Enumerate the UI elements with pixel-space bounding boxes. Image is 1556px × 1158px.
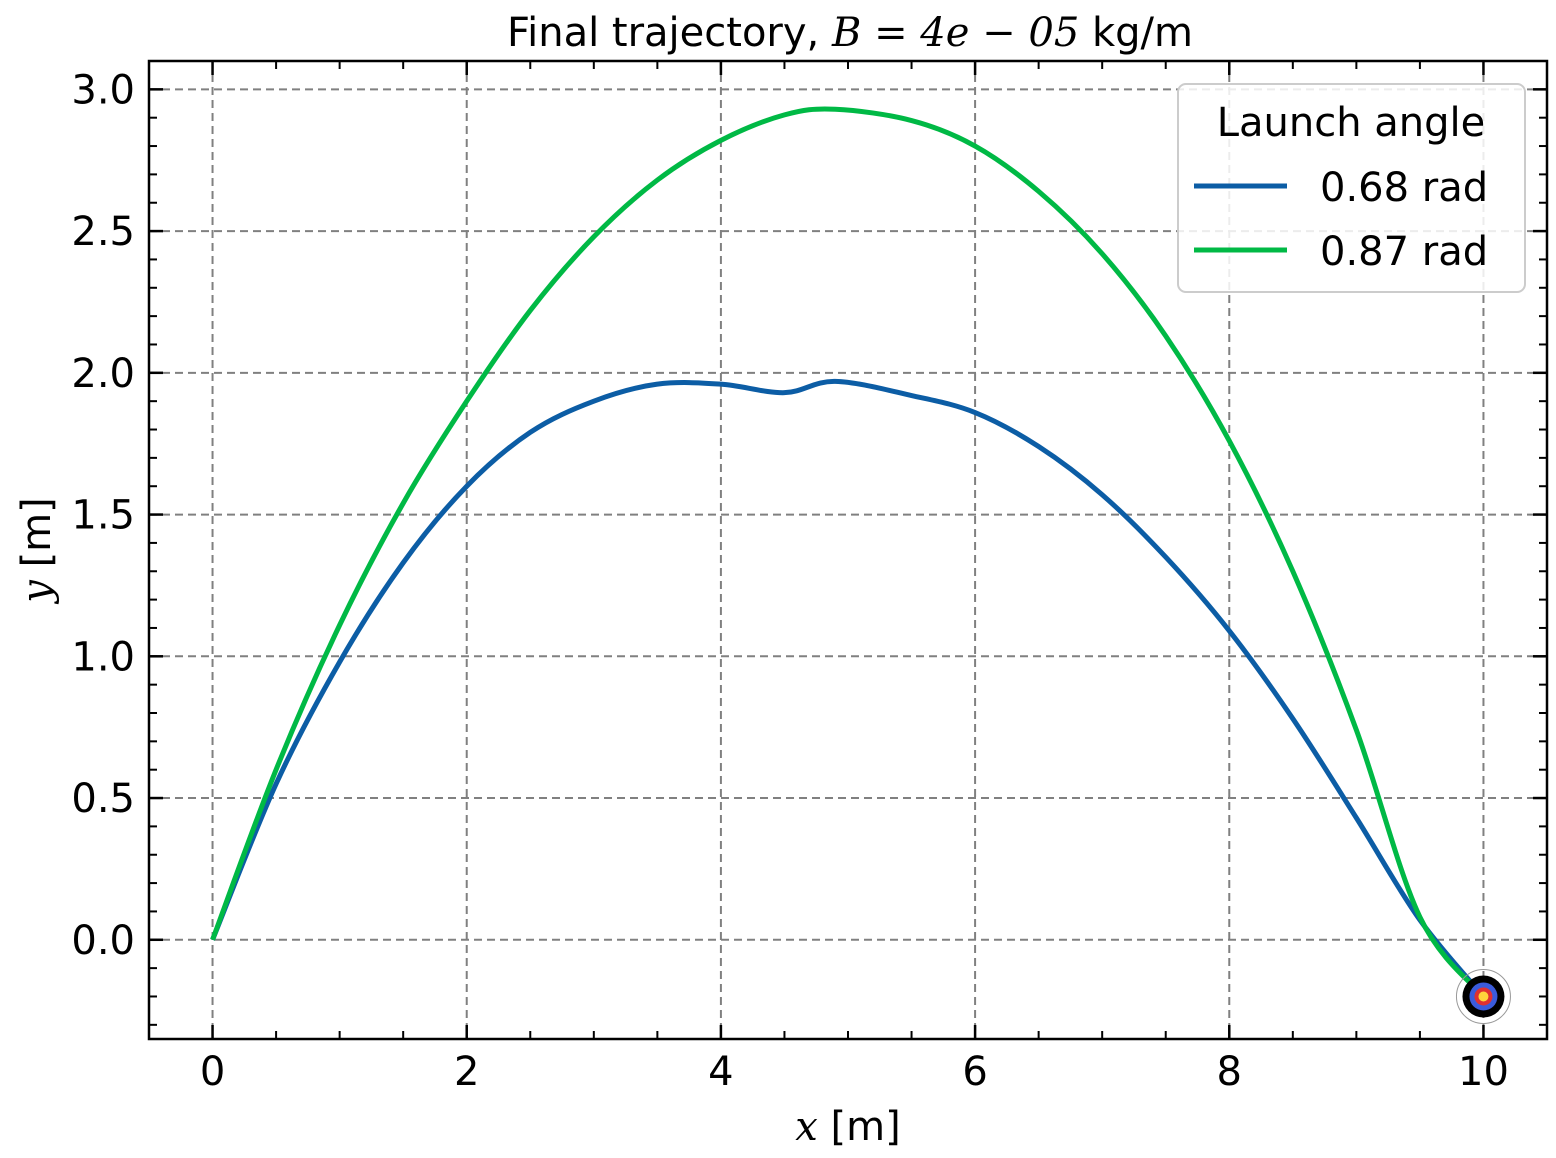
x-tick-labels: 0 2 4 6 8 10	[200, 1049, 1509, 1095]
target-outer-ring	[1455, 968, 1511, 1024]
legend: Launch angle 0.68 rad 0.87 rad	[1177, 83, 1526, 293]
x-tick-label: 6	[962, 1049, 987, 1095]
x-axis-label: x [m]	[795, 1104, 900, 1150]
y-tick-label: 0.5	[71, 776, 135, 822]
series-layer	[210, 106, 1486, 999]
y-tick-label: 2.5	[71, 209, 135, 255]
target-ring	[1478, 991, 1489, 1002]
y-tick-label: 1.0	[71, 634, 135, 680]
series-line-0-68-rad	[210, 378, 1486, 999]
axis-ticks	[148, 60, 1548, 1039]
y-tick-label: 3.0	[71, 67, 135, 113]
x-tick-label: 8	[1217, 1049, 1242, 1095]
y-axis-label: y [m]	[14, 497, 60, 605]
legend-title: Launch angle	[1217, 100, 1486, 146]
x-tick-label: 4	[708, 1049, 733, 1095]
chart-title: Final trajectory, B = 4e − 05 kg/m	[507, 10, 1193, 56]
y-tick-label: 2.0	[71, 351, 135, 397]
target-icon	[1455, 968, 1511, 1024]
legend-box	[1177, 83, 1526, 293]
legend-label-0-68-rad: 0.68 rad	[1320, 165, 1488, 211]
y-tick-labels: 0.0 0.5 1.0 1.5 2.0 2.5 3.0	[71, 67, 135, 963]
x-tick-label: 2	[454, 1049, 479, 1095]
x-tick-label: 0	[200, 1049, 225, 1095]
legend-label-0-87-rad: 0.87 rad	[1320, 229, 1488, 275]
x-tick-label: 10	[1458, 1049, 1509, 1095]
series-line-0-87-rad	[210, 106, 1486, 999]
y-tick-label: 0.0	[71, 918, 135, 964]
y-tick-label: 1.5	[71, 493, 135, 539]
